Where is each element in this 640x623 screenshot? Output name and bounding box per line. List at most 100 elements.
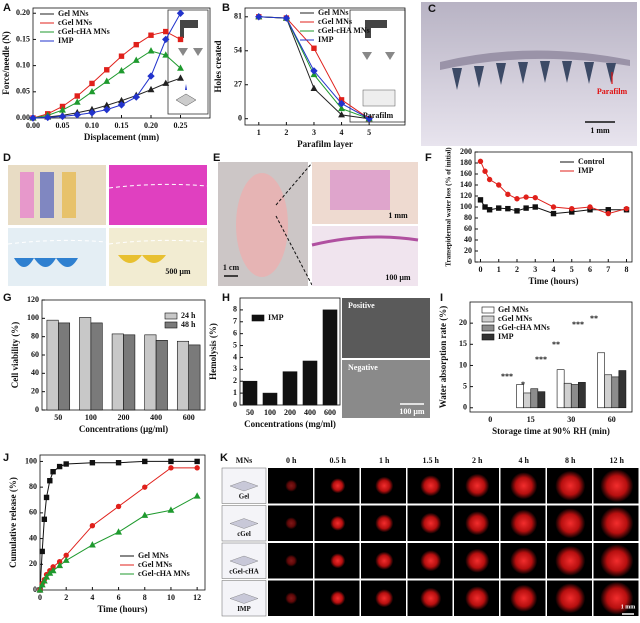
annotation: * xyxy=(521,380,525,389)
photo-detail xyxy=(465,511,490,536)
panel-label: D xyxy=(3,152,11,164)
bar xyxy=(322,309,338,406)
bar xyxy=(57,322,71,411)
bar xyxy=(123,334,136,411)
annotation: *** xyxy=(572,320,584,329)
photo-detail xyxy=(375,514,394,533)
x-tick-label: 15 xyxy=(527,415,535,424)
legend-label: Gel MNs xyxy=(498,305,528,314)
marker xyxy=(310,84,318,92)
bar xyxy=(155,340,168,411)
y-tick-label: 80 xyxy=(31,331,39,340)
panel-label: I xyxy=(440,292,443,304)
x-tick-label: 4 xyxy=(90,593,94,602)
y-tick-label: 6 xyxy=(233,328,237,337)
y-axis-label: Transepidermal water loss (% of initial) xyxy=(445,147,453,267)
bar xyxy=(563,382,572,409)
marker xyxy=(623,205,630,212)
marker xyxy=(43,573,50,580)
marker xyxy=(88,109,96,117)
photo-detail xyxy=(600,581,634,615)
marker xyxy=(168,458,174,465)
x-tick-label: 400 xyxy=(150,413,162,422)
photo-detail xyxy=(108,239,208,245)
marker xyxy=(41,516,48,522)
header: 1.5 h xyxy=(423,456,440,465)
x-axis-label: Concentrations (mg/ml) xyxy=(244,419,336,429)
y-tick-label: 200 xyxy=(460,147,472,156)
y-axis-label: Cumulative release (%) xyxy=(8,477,18,568)
panel-label: H xyxy=(222,292,230,304)
marker xyxy=(486,176,493,183)
marker xyxy=(142,458,148,465)
plot-frame xyxy=(39,454,206,591)
marker xyxy=(167,506,175,513)
photo-detail xyxy=(600,506,634,540)
x-axis-label: Time (hours) xyxy=(97,604,147,614)
scale-label: 1 cm xyxy=(223,263,240,272)
connector xyxy=(275,215,313,286)
icon xyxy=(229,593,259,604)
icon xyxy=(178,48,203,56)
scale-label: 100 μm xyxy=(399,407,425,416)
bar xyxy=(282,371,298,406)
marker xyxy=(74,93,80,99)
marker xyxy=(73,98,81,105)
x-tick-label: 0.25 xyxy=(174,121,188,130)
y-tick-label: 0 xyxy=(238,114,242,123)
plot-frame xyxy=(469,301,633,413)
photo-detail xyxy=(420,512,442,534)
photo-detail xyxy=(555,508,586,539)
marker xyxy=(88,541,96,548)
marker xyxy=(168,465,174,471)
scale-label: 500 μm xyxy=(165,267,191,276)
marker xyxy=(147,47,155,54)
legend-label: cGel-cHA MNs xyxy=(138,569,190,578)
icon xyxy=(362,89,396,107)
x-tick-label: 0 xyxy=(478,265,482,274)
photo xyxy=(342,298,430,358)
header: 2 h xyxy=(472,456,483,465)
legend-label: Gel MNs xyxy=(318,8,348,17)
marker xyxy=(115,503,122,510)
bar xyxy=(578,382,586,409)
y-tick-label: 0 xyxy=(35,405,39,414)
photo xyxy=(342,360,430,418)
photo-detail xyxy=(375,589,394,608)
y-tick-label: 20 xyxy=(459,318,467,327)
x-tick-label: 3 xyxy=(312,128,316,137)
bar xyxy=(242,380,258,406)
x-axis-label: Parafilm layer xyxy=(297,139,353,149)
legend-label: cGel MNs xyxy=(58,18,92,27)
photo-detail xyxy=(108,183,208,189)
marker xyxy=(311,45,317,51)
photo-detail xyxy=(555,583,586,614)
bar xyxy=(570,384,579,409)
scale-label: 1 mm xyxy=(388,211,408,220)
photo-detail xyxy=(600,469,634,503)
x-tick-label: 6 xyxy=(588,265,592,274)
icon xyxy=(229,518,259,529)
y-tick-label: 80 xyxy=(464,213,472,222)
marker xyxy=(477,197,484,203)
marker xyxy=(118,53,125,59)
y-tick-label: 0 xyxy=(463,403,467,412)
y-tick-label: 0.05 xyxy=(16,87,30,96)
x-tick-label: 12 xyxy=(193,593,201,602)
row-label: Gel xyxy=(239,493,250,501)
y-tick-label: 20 xyxy=(31,386,39,395)
header: 0 h xyxy=(286,456,297,465)
legend-label: cGel MNs xyxy=(318,17,352,26)
y-tick-label: 2 xyxy=(233,376,237,385)
y-tick-label: 8 xyxy=(233,305,237,314)
photo-detail xyxy=(62,172,76,218)
marker xyxy=(56,561,64,569)
photo-detail xyxy=(420,550,442,572)
header: 0.5 h xyxy=(330,456,347,465)
marker xyxy=(514,196,520,202)
y-tick-label: 40 xyxy=(464,235,472,244)
photo-detail xyxy=(14,258,78,267)
photo-detail xyxy=(420,587,442,609)
photo-detail xyxy=(510,472,538,500)
